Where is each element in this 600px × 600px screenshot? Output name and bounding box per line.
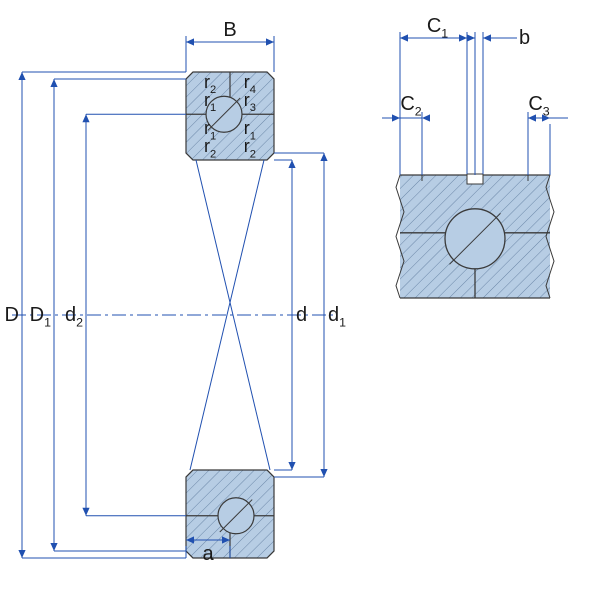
svg-text:C3: C3 [528,93,549,119]
svg-text:D: D [5,304,19,326]
svg-text:C2: C2 [400,93,421,119]
svg-text:B: B [223,19,236,41]
svg-text:d1: d1 [328,304,346,330]
bearing-technical-diagram: DD1d2dd1Bar2r1r4r3r1r2r1r2C1bC2C3 [0,0,600,600]
svg-text:d2: d2 [65,304,83,330]
svg-text:a: a [202,543,214,565]
svg-text:b: b [519,27,530,49]
svg-text:d: d [296,304,307,326]
svg-text:C1: C1 [427,15,448,41]
svg-text:D1: D1 [30,304,51,330]
